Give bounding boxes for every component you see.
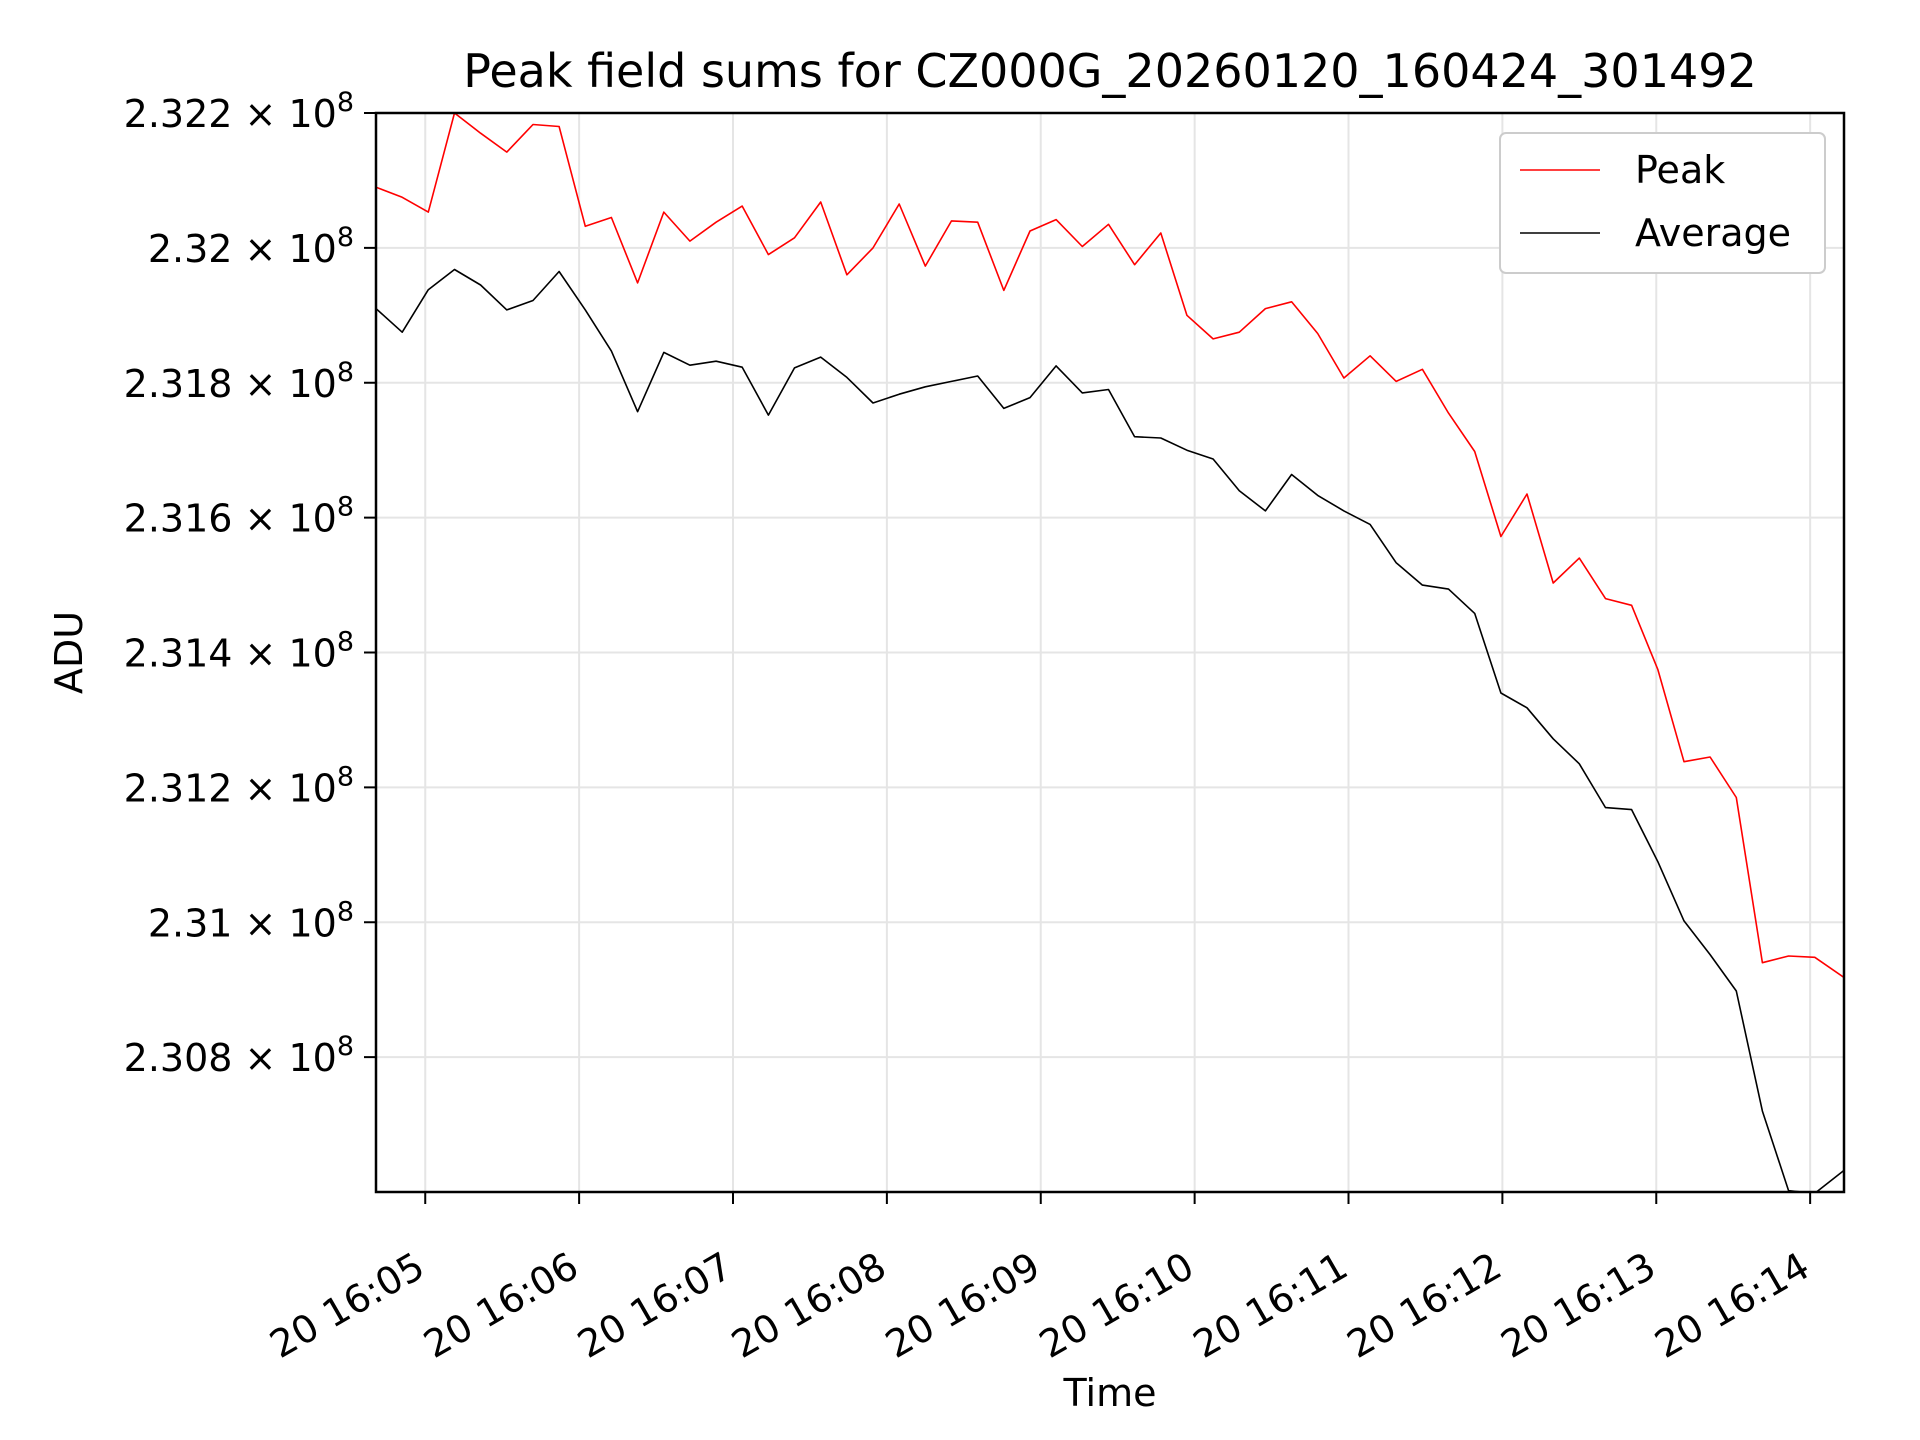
series-lines xyxy=(376,113,1844,1192)
y-tick-label: 2.312 × 108 xyxy=(124,761,354,810)
legend-box xyxy=(1499,132,1826,274)
y-tick-label: 2.316 × 108 xyxy=(124,492,354,541)
legend-label-average: Average xyxy=(1635,211,1791,255)
y-tick-label: 2.314 × 108 xyxy=(124,627,354,676)
series-line-average xyxy=(376,268,1844,1192)
y-tick-label: 2.31 × 108 xyxy=(148,896,354,945)
y-axis-label: ADU xyxy=(47,611,91,694)
y-tick-label: 2.32 × 108 xyxy=(148,222,354,271)
legend: Peak Average xyxy=(1499,132,1826,274)
legend-label-peak: Peak xyxy=(1635,148,1725,192)
y-axis-ticks: 2.322 × 108 2.32 × 108 2.318 × 108 2.316 × … xyxy=(124,87,376,1080)
series-line-peak xyxy=(376,113,1844,979)
y-tick-label: 2.322 × 108 xyxy=(124,87,354,136)
chart-title: Peak field sums for CZ000G_20260120_1604… xyxy=(463,44,1757,98)
y-tick-label: 2.308 × 108 xyxy=(124,1031,354,1080)
y-tick-label: 2.318 × 108 xyxy=(124,357,354,406)
x-axis-label: Time xyxy=(1063,1371,1157,1415)
